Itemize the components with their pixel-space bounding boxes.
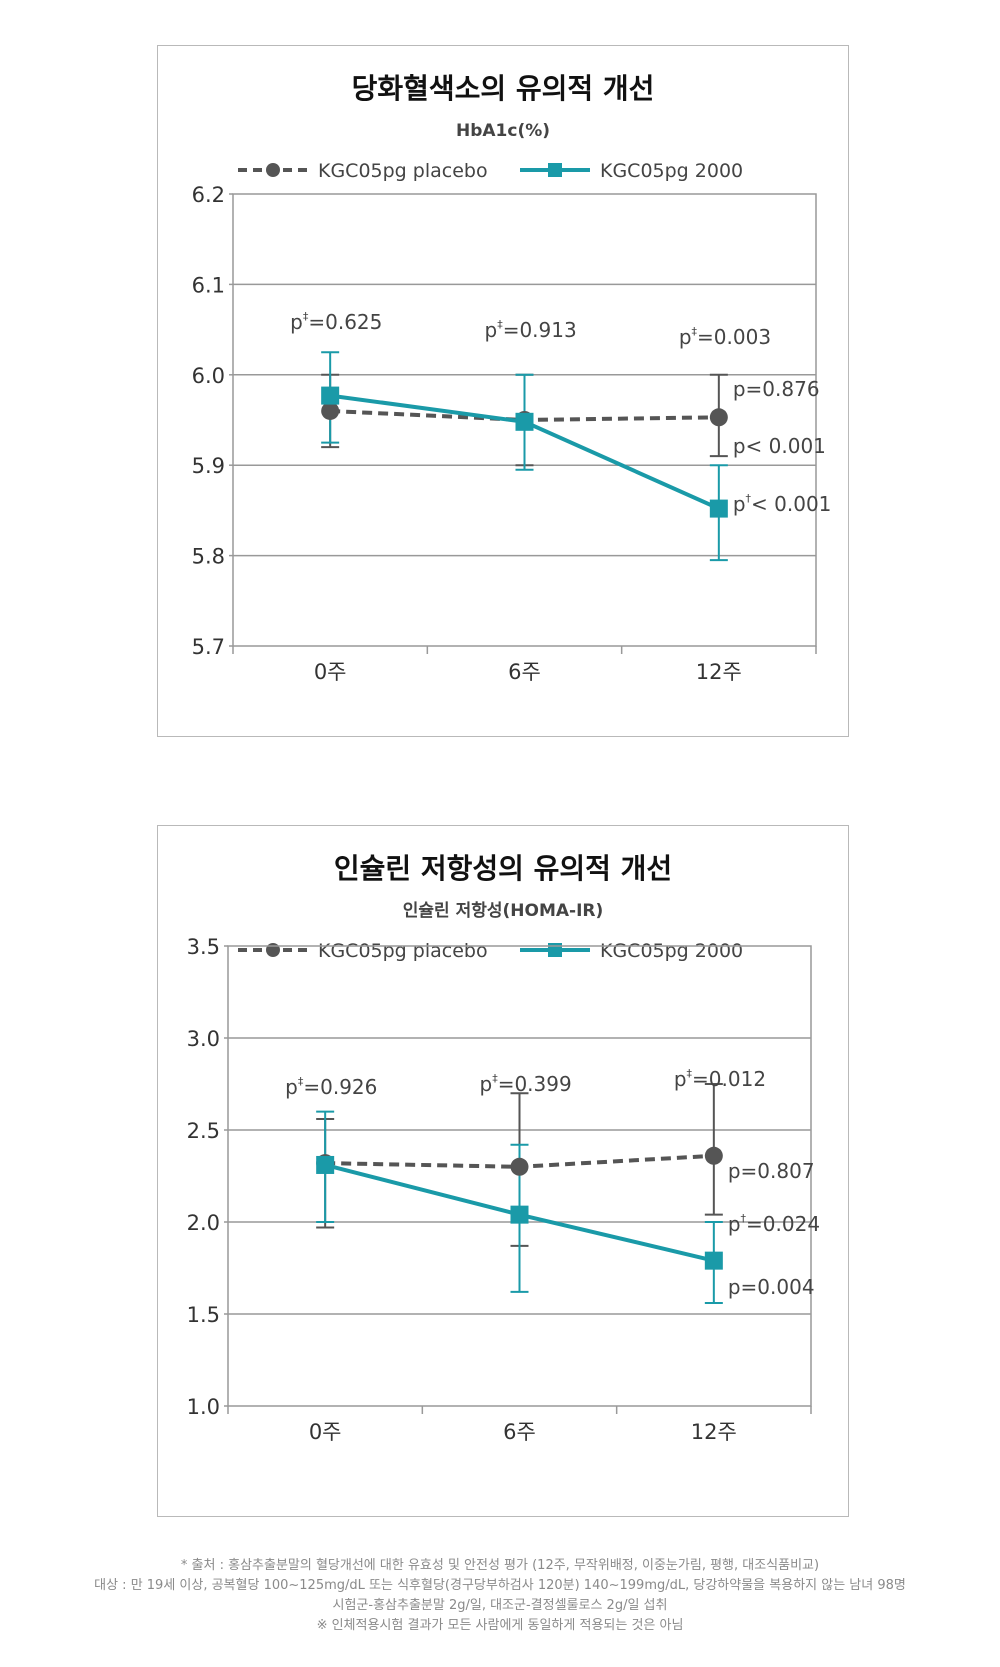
y-tick-label: 3.5: [187, 935, 220, 959]
chart-subtitle: 인슐린 저항성(HOMA-IR): [403, 900, 604, 921]
placebo-point: [321, 401, 340, 420]
y-tick-label: 6.2: [192, 183, 225, 207]
p-value-text: =0.003: [697, 325, 771, 349]
placebo-point: [704, 1146, 723, 1165]
p-letter: p: [480, 1072, 493, 1096]
p-letter: p: [728, 1275, 741, 1299]
x-tick-label: 0주: [314, 660, 347, 684]
endpoint-p-label: p=0.004: [728, 1275, 815, 1299]
legend-treatment-label: KGC05pg 2000: [600, 940, 743, 962]
p-value-text: =0.399: [498, 1072, 572, 1096]
p-letter: p: [733, 377, 746, 401]
plot-area: [232, 193, 817, 647]
x-tick-label: 12주: [696, 660, 742, 684]
between-group-p-label: p‡=0.012: [674, 1067, 766, 1091]
p-letter: p: [290, 310, 303, 334]
p-letter: p: [485, 318, 498, 342]
p-superscript: ‡: [492, 1072, 498, 1085]
p-letter: p: [733, 434, 746, 458]
x-tick-label: 6주: [503, 1420, 536, 1444]
treatment-point: [704, 1251, 723, 1270]
legend-treatment-marker: [548, 163, 562, 177]
p-value-text: < 0.001: [746, 434, 826, 458]
endpoint-p-label: p=0.876: [733, 377, 820, 401]
y-tick-label: 2.5: [187, 1119, 220, 1143]
legend: KGC05pg placebo KGC05pg 2000: [238, 160, 743, 182]
p-letter: p: [728, 1159, 741, 1183]
p-value-text: =0.004: [741, 1275, 815, 1299]
p-letter: p: [679, 325, 692, 349]
hba1c-chart-panel: 당화혈색소의 유의적 개선 HbA1c(%) KGC05pg placebo KGC0…: [157, 45, 849, 737]
treatment-point: [709, 499, 728, 518]
treatment-point: [510, 1205, 529, 1224]
p-superscript: ‡: [687, 1067, 693, 1080]
endpoint-p-label: p< 0.001: [733, 434, 826, 458]
legend-placebo-label: KGC05pg placebo: [318, 160, 488, 182]
endpoint-p-label: p=0.807: [728, 1159, 815, 1183]
y-tick-label: 3.0: [187, 1027, 220, 1051]
y-tick-label: 6.1: [192, 273, 225, 297]
y-tick-label: 1.0: [187, 1395, 220, 1419]
p-letter: p: [674, 1067, 687, 1091]
y-tick-label: 5.7: [192, 635, 225, 659]
y-tick-label: 5.9: [192, 454, 225, 478]
p-superscript: ‡: [497, 318, 503, 331]
plot-area: [227, 945, 812, 1407]
p-superscript: ‡: [692, 325, 698, 338]
p-value-text: =0.024: [746, 1212, 820, 1236]
placebo-point: [709, 408, 728, 427]
footnote-subjects: 대상 : 만 19세 이상, 공복혈당 100~125mg/dL 또는 식후혈당…: [94, 1578, 906, 1593]
treatment-point: [515, 412, 534, 431]
p-value-text: =0.807: [741, 1159, 815, 1183]
footnote-source: * 출처 : 홍삼추출분말의 혈당개선에 대한 유효성 및 안전성 평가 (12…: [180, 1558, 820, 1573]
footnote-groups: 시험군-홍삼추출분말 2g/일, 대조군-결정셀룰로스 2g/일 섭취: [332, 1598, 668, 1613]
between-group-p-label: p‡=0.003: [679, 325, 771, 349]
x-tick-label: 0주: [309, 1420, 342, 1444]
p-superscript: †: [746, 492, 752, 505]
p-letter: p: [728, 1212, 741, 1236]
x-tick-label: 6주: [508, 660, 541, 684]
between-group-p-label: p‡=0.625: [290, 310, 382, 334]
legend: KGC05pg placebo KGC05pg 2000: [238, 940, 743, 962]
y-tick-label: 1.5: [187, 1303, 220, 1327]
legend-placebo-marker: [266, 163, 280, 177]
p-value-text: < 0.001: [751, 492, 831, 516]
chart-title: 인슐린 저항성의 유의적 개선: [334, 852, 672, 885]
y-tick-label: 5.8: [192, 545, 225, 569]
p-superscript: ‡: [298, 1075, 304, 1088]
between-group-p-label: p‡=0.926: [285, 1075, 377, 1099]
x-tick-label: 12주: [691, 1420, 737, 1444]
footnote-disclaimer: ※ 인체적용시험 결과가 모든 사람에게 동일하게 적용되는 것은 아님: [316, 1618, 684, 1633]
legend-placebo-label: KGC05pg placebo: [318, 940, 488, 962]
p-value-text: =0.012: [692, 1067, 766, 1091]
p-letter: p: [733, 492, 746, 516]
treatment-point: [316, 1155, 335, 1174]
p-superscript: ‡: [303, 310, 309, 323]
p-superscript: †: [741, 1212, 747, 1225]
p-value-text: =0.913: [503, 318, 577, 342]
endpoint-p-label: p†< 0.001: [733, 492, 832, 516]
legend-treatment-marker: [548, 943, 562, 957]
legend-placebo-marker: [266, 943, 280, 957]
p-letter: p: [285, 1075, 298, 1099]
legend-treatment-label: KGC05pg 2000: [600, 160, 743, 182]
y-tick-label: 2.0: [187, 1211, 220, 1235]
between-group-p-label: p‡=0.399: [480, 1072, 572, 1096]
footnote: * 출처 : 홍삼추출분말의 혈당개선에 대한 유효성 및 안전성 평가 (12…: [0, 1556, 1000, 1636]
p-value-text: =0.625: [308, 310, 382, 334]
treatment-point: [321, 386, 340, 405]
chart-title: 당화혈색소의 유의적 개선: [352, 72, 655, 105]
chart-subtitle: HbA1c(%): [456, 121, 550, 141]
p-value-text: =0.926: [303, 1075, 377, 1099]
y-tick-label: 6.0: [192, 364, 225, 388]
between-group-p-label: p‡=0.913: [485, 318, 577, 342]
endpoint-p-label: p†=0.024: [728, 1212, 820, 1236]
p-value-text: =0.876: [746, 377, 820, 401]
placebo-point: [510, 1157, 529, 1176]
